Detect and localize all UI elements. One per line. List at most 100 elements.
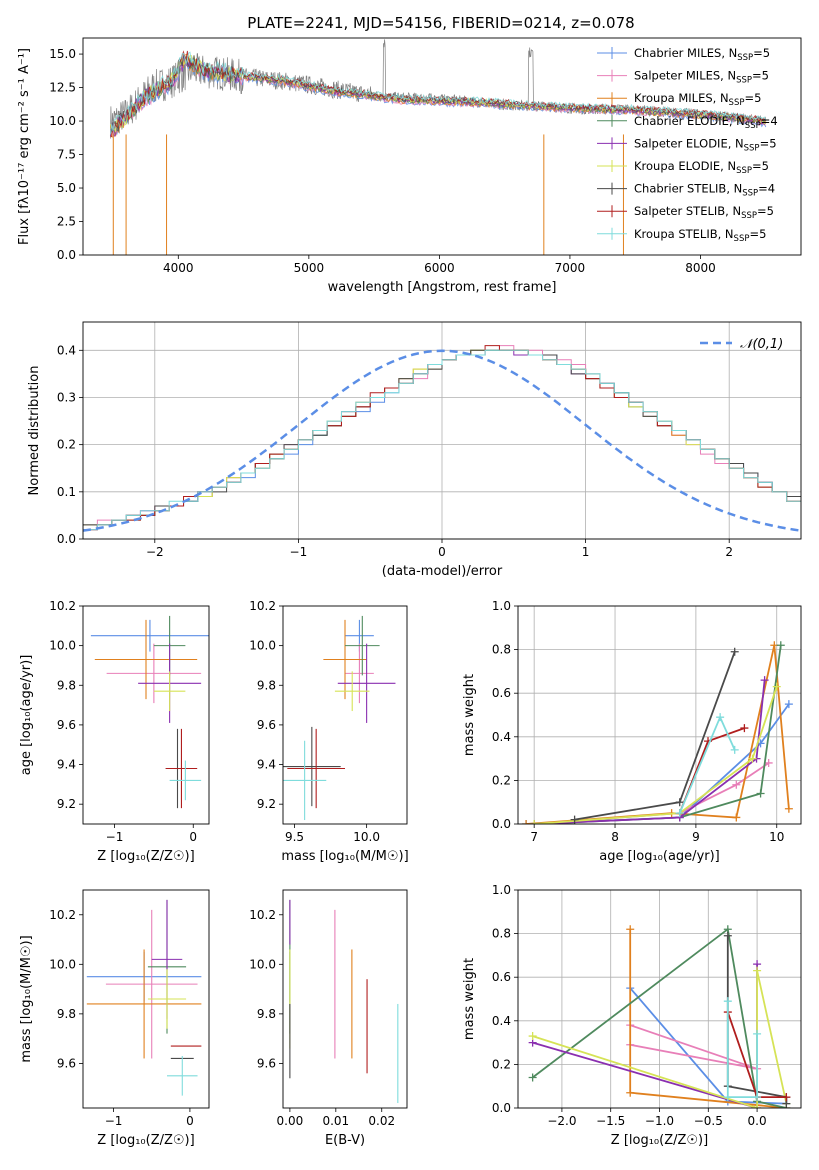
x-tick-label: 9 — [692, 830, 700, 844]
legend-text: =5 — [752, 69, 769, 83]
y-tick-label: 9.6 — [257, 1056, 276, 1070]
mass-weight-line — [532, 927, 787, 1108]
mass-weight-marker — [760, 676, 769, 685]
legend-text: Salpeter STELIB, N — [634, 204, 741, 218]
plot-area-age_vs_mass — [283, 615, 396, 821]
y-tick-label: 0.4 — [492, 1014, 511, 1028]
legend-text: Chabrier STELIB, N — [634, 182, 742, 196]
mass-weight-marker — [732, 813, 741, 822]
mass-weight-marker — [753, 966, 762, 975]
mass-weight-marker — [723, 997, 732, 1006]
axes-frame — [82, 321, 802, 540]
axes-frame — [82, 37, 802, 256]
y-tick-label: 0.0 — [57, 248, 76, 262]
y-axis-label: Normed distribution — [27, 366, 42, 496]
legend-entry-label: Kroupa STELIB, NSSP=5 — [634, 227, 766, 244]
y-tick-label: 0.8 — [492, 643, 511, 657]
y-tick-label: 10.2 — [49, 908, 76, 922]
x-tick-label: 9.5 — [285, 830, 304, 844]
legend-subscript: SSP — [744, 143, 760, 153]
y-axis-label: mass weight — [462, 958, 477, 1040]
y-tick-label: 0.4 — [57, 343, 76, 357]
y-tick-label: 5.0 — [57, 181, 76, 195]
y-tick-label: 0.8 — [492, 927, 511, 941]
axes-age_vs_mass: 9.5 10.0 9.2 9.4 9.6 9.8 10.0 10.2 mass [log₁₀(M… — [249, 599, 408, 864]
mass-weight-marker — [756, 789, 765, 798]
x-tick-label: 8000 — [685, 261, 716, 275]
y-tick-label: 9.2 — [57, 797, 76, 811]
mass-weight-marker — [748, 754, 757, 763]
legend-subscript: SSP — [742, 189, 758, 199]
legend-entry-label: Chabrier ELODIE, NSSP=4 — [634, 114, 778, 131]
legend-text: =4 — [761, 114, 778, 128]
x-axis-label: age [log₁₀(age/yr)] — [599, 849, 720, 864]
mass-weight-marker — [522, 820, 531, 824]
mass-weight-marker — [626, 925, 635, 934]
y-tick-label: 0.4 — [492, 730, 511, 744]
mass-weight-marker — [730, 647, 739, 656]
x-tick-label: −1 — [106, 830, 124, 844]
y-tick-label: 9.6 — [257, 718, 276, 732]
mass-weight-marker — [675, 809, 684, 818]
axes-mass_vs_EBV: 0.00 0.01 0.02 9.6 9.8 10.0 10.2 E(B-V) — [249, 889, 408, 1148]
subplots: 4000 5000 6000 7000 80000.02.55.07.510.012.5… — [17, 37, 802, 1148]
y-tick-label: 7.5 — [57, 148, 76, 162]
x-axis-label: mass [log₁₀(M/M☉)] — [281, 849, 408, 864]
mass-weight-marker — [626, 1088, 635, 1097]
legend-entry-label: Kroupa MILES, NSSP=5 — [634, 91, 761, 108]
mass-weight-marker — [776, 641, 785, 650]
mass-weight-marker — [732, 780, 741, 789]
mass-weight-marker — [528, 1032, 537, 1041]
x-axis-label: wavelength [Angstrom, rest frame] — [328, 280, 557, 295]
x-tick-label: 8 — [611, 830, 619, 844]
x-tick-label: −1.0 — [645, 1114, 674, 1128]
plot-area-residuals — [83, 345, 801, 539]
y-tick-label: 9.8 — [257, 1007, 276, 1021]
x-tick-label: −1 — [290, 545, 308, 559]
x-tick-label: 1 — [582, 545, 590, 559]
y-tick-label: 9.8 — [57, 678, 76, 692]
x-tick-label: 5000 — [294, 261, 325, 275]
axes-age_vs_Z: −1 0 9.2 9.4 9.6 9.8 10.0 10.2 Z [log₁₀(Z/Z☉)] ag… — [19, 599, 210, 864]
legend-text: =5 — [760, 136, 777, 150]
y-tick-label: 0.6 — [492, 970, 511, 984]
y-tick-label: 0.1 — [57, 485, 76, 499]
normal-curve — [83, 349, 801, 532]
x-tick-label: −1.5 — [596, 1114, 625, 1128]
y-axis-label: Flux [fλ10⁻¹⁷ erg cm⁻² s⁻¹ A⁻¹] — [17, 48, 32, 245]
legend-entry-label: Salpeter ELODIE, NSSP=5 — [634, 136, 777, 153]
legend-text: =5 — [744, 91, 761, 105]
mass-weight-marker — [570, 815, 579, 824]
y-axis-label: age [log₁₀(age/yr)] — [19, 655, 34, 776]
y-tick-label: 15.0 — [49, 47, 76, 61]
x-axis-label: (data-model)/error — [382, 564, 503, 579]
mass-weight-marker — [530, 820, 539, 824]
axes-frame — [82, 889, 210, 1109]
legend-subscript: SSP — [741, 211, 757, 221]
legend-subscript: SSP — [736, 76, 752, 86]
mass-weight-marker — [723, 1093, 732, 1102]
legend-text: Chabrier MILES, N — [634, 46, 737, 60]
y-axis-label: mass weight — [462, 674, 477, 756]
axes-spectrum: 4000 5000 6000 7000 8000 0.0 2.5 5.0 7.5 10.0 12.5… — [17, 37, 802, 295]
y-tick-label: 9.4 — [57, 758, 76, 772]
legend-entry-label: Kroupa ELODIE, NSSP=5 — [634, 159, 769, 176]
mass-weight-marker — [782, 1093, 791, 1102]
legend-text: =5 — [752, 159, 769, 173]
y-tick-label: 0.3 — [57, 390, 76, 404]
axes-frame — [82, 605, 210, 825]
axes-frame — [517, 605, 802, 825]
y-tick-label: 2.5 — [57, 215, 76, 229]
y-tick-label: 9.8 — [57, 1007, 76, 1021]
mass-weight-marker — [675, 798, 684, 807]
plot-area-mass_vs_EBV — [289, 899, 399, 1104]
y-tick-label: 0.2 — [492, 1057, 511, 1071]
legend-text: Kroupa ELODIE, N — [634, 159, 736, 173]
axes-massweight_vs_age: 7 8 9 10 0.0 0.2 0.4 0.6 0.8 1.0 age [log₁₀(age/yr… — [462, 599, 802, 864]
axes-frame — [517, 889, 802, 1109]
x-tick-label: 0.0 — [748, 1114, 767, 1128]
x-tick-label: −2 — [146, 545, 164, 559]
legend-subscript: SSP — [734, 234, 750, 244]
x-tick-label: 0 — [189, 830, 197, 844]
